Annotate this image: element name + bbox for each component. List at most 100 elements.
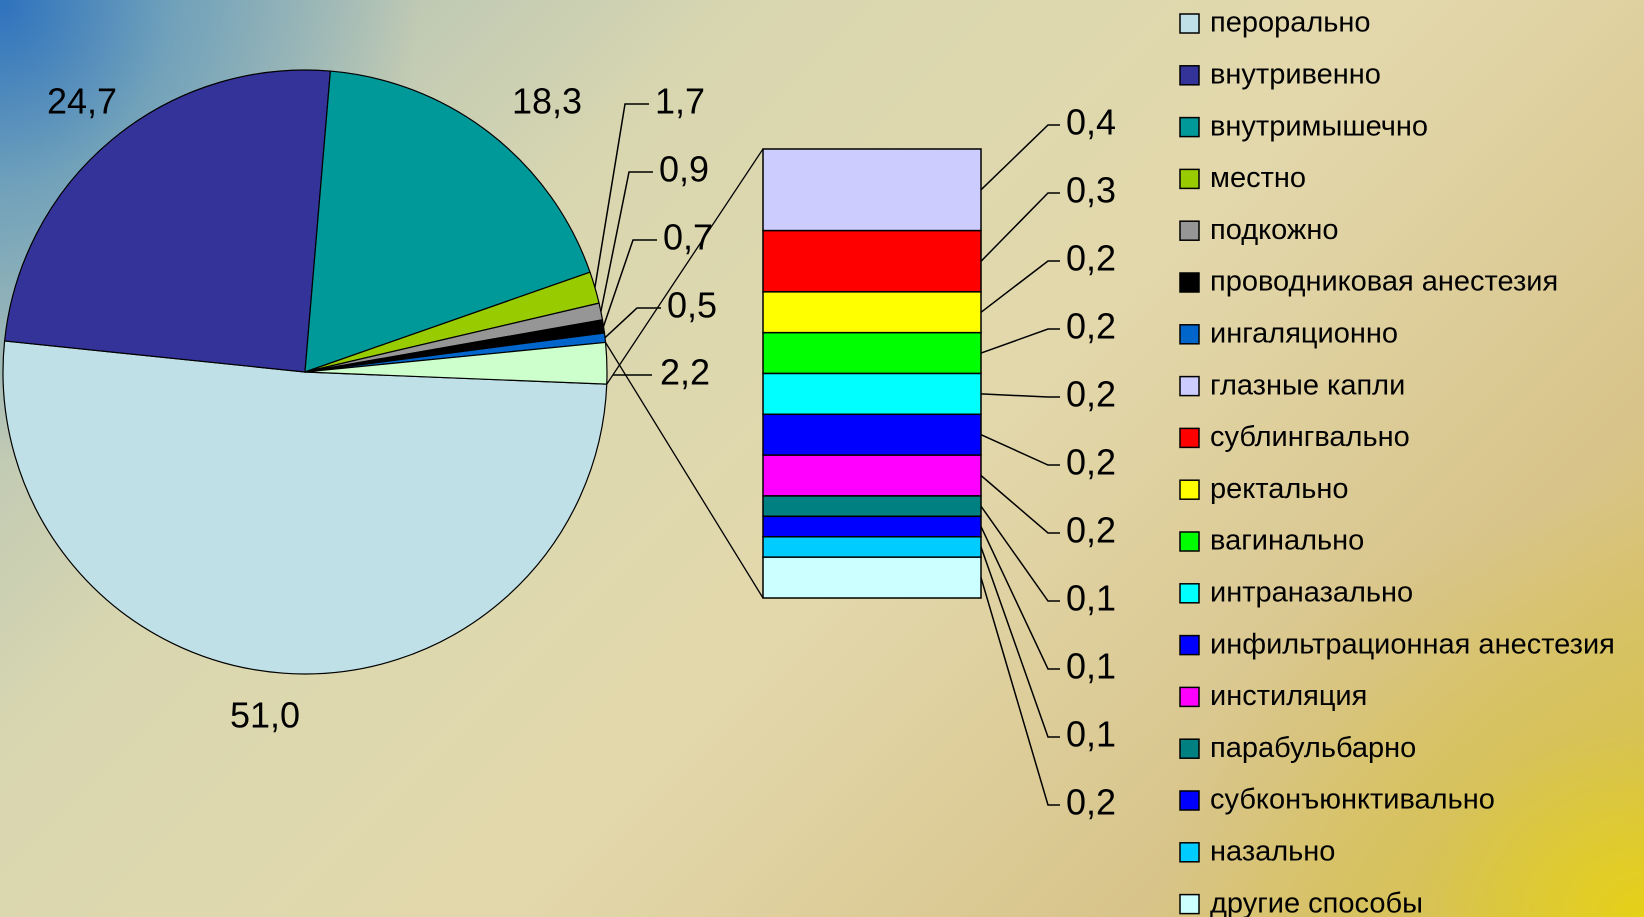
pie-value-label: 24,7: [47, 81, 117, 122]
legend-swatch: [1179, 738, 1200, 759]
data-labels: 51,0 24,7 18,3 1,7 0,9 0,7 0,5 2,2 0,4 0,3 0,2 0,2 0…: [47, 81, 1116, 823]
legend-label: внутримышечно: [1210, 110, 1428, 142]
legend-swatch: [1179, 479, 1200, 500]
legend-swatch: [1179, 583, 1200, 604]
legend-label: интраназально: [1210, 576, 1413, 608]
pie-value-label: 18,3: [512, 81, 582, 122]
legend-item-ректально: ректально: [1179, 473, 1349, 505]
legend-swatch: [1179, 13, 1200, 34]
legend-item-проводниковая-анестезия: проводниковая анестезия: [1179, 266, 1558, 298]
legend-label: глазные капли: [1210, 369, 1405, 401]
bar-segment-инстиляция: [762, 454, 982, 497]
legend-item-ингаляционно: ингаляционно: [1179, 317, 1398, 349]
legend-swatch: [1179, 790, 1200, 811]
leader-line: [980, 546, 1060, 738]
legend-swatch: [1179, 531, 1200, 552]
bar-value-label: 0,2: [1066, 374, 1116, 415]
pie-value-label: 51,0: [230, 695, 300, 736]
leader-line: [980, 393, 1060, 398]
leader-line: [604, 307, 661, 339]
legend-item-внутримышечно: внутримышечно: [1179, 110, 1428, 142]
legend-label: другие способы: [1210, 887, 1423, 917]
pie-value-label: 0,5: [667, 285, 717, 326]
legend-label: сублингвально: [1210, 421, 1410, 453]
legend-label: местно: [1210, 162, 1306, 194]
legend-label: перорально: [1210, 7, 1371, 39]
pie-slice-внутривенно: [3, 69, 332, 373]
leader-line: [980, 434, 1060, 466]
legend-label: подкожно: [1210, 214, 1338, 246]
leader-line: [980, 526, 1060, 670]
bar-value-label: 0,4: [1066, 102, 1116, 143]
bar-segment-другие-способы: [762, 556, 982, 599]
legend-item-интраназально: интраназально: [1179, 576, 1413, 608]
bar-segment-интраназально: [762, 372, 982, 416]
bar-value-label: 0,2: [1066, 306, 1116, 347]
bar-value-label: 0,2: [1066, 510, 1116, 551]
bar-segment-глазные-капли: [762, 148, 982, 232]
leader-line: [594, 103, 649, 288]
legend-swatch: [1179, 634, 1200, 656]
legend-label: инфильтрационная анестезия: [1210, 628, 1615, 660]
legend-item-субконъюнктивально: субконъюнктивально: [1179, 784, 1495, 816]
leader-line: [980, 192, 1060, 262]
legend-label: парабульбарно: [1210, 732, 1416, 764]
legend-label: проводниковая анестезия: [1210, 266, 1558, 298]
legend-swatch: [1179, 686, 1200, 708]
pie-value-label: 0,7: [663, 217, 713, 258]
leader-line: [600, 171, 653, 312]
legend-label: вагинально: [1210, 525, 1364, 557]
leader-line: [980, 328, 1060, 354]
bar-segment-ректально: [762, 291, 982, 334]
pie-slice-перорально: [2, 340, 608, 675]
connector-line: [604, 342, 764, 599]
legend-swatch: [1179, 65, 1200, 86]
bar-segment-назально: [762, 536, 982, 558]
leader-line: [602, 239, 657, 327]
legend: перорально внутривенно внутримышечно местно…: [1179, 7, 1615, 917]
legend-label: ректально: [1210, 473, 1349, 505]
bar-value-label: 0,3: [1066, 170, 1116, 211]
legend-label: инстиляция: [1210, 680, 1367, 712]
bar-segment-вагинально: [762, 331, 982, 375]
leader-line: [980, 505, 1060, 602]
bar-segment-сублингвально: [762, 229, 982, 293]
bar-segment-инфильтрационная-анестезия: [762, 413, 982, 456]
bar-value-label: 0,1: [1066, 714, 1116, 755]
leader-line: [980, 577, 1060, 806]
legend-swatch: [1179, 375, 1200, 397]
pie-value-label: 0,9: [659, 149, 709, 190]
pie-to-bar-connectors: [604, 148, 764, 599]
bar-segment-парабульбарно: [762, 495, 982, 518]
legend-item-вагинально: вагинально: [1179, 525, 1364, 557]
legend-swatch: [1179, 324, 1200, 345]
stacked-bar: [762, 148, 982, 599]
legend-item-инстиляция: инстиляция: [1179, 680, 1367, 712]
legend-label: субконъюнктивально: [1210, 784, 1495, 816]
legend-item-внутривенно: внутривенно: [1179, 58, 1381, 90]
legend-swatch: [1179, 116, 1200, 138]
legend-item-назально: назально: [1179, 835, 1335, 867]
bar-segment-субконъюнктивально: [762, 515, 982, 538]
legend-swatch: [1179, 272, 1200, 293]
legend-item-инфильтрационная-анестезия: инфильтрационная анестезия: [1179, 628, 1615, 660]
legend-item-сублингвально: сублингвально: [1179, 421, 1410, 453]
legend-swatch: [1179, 427, 1200, 449]
legend-swatch: [1179, 168, 1200, 190]
legend-label: внутривенно: [1210, 58, 1381, 90]
connector-line: [606, 148, 764, 385]
legend-item-перорально: перорально: [1179, 7, 1371, 39]
legend-label: назально: [1210, 835, 1335, 867]
legend-swatch: [1179, 220, 1200, 241]
legend-swatch: [1179, 893, 1200, 915]
bar-value-label: 0,1: [1066, 578, 1116, 619]
pie: [2, 69, 608, 675]
bar-value-label: 0,2: [1066, 238, 1116, 279]
bar-value-label: 0,1: [1066, 646, 1116, 687]
leader-line: [980, 474, 1060, 534]
legend-swatch: [1179, 842, 1200, 863]
legend-item-местно: местно: [1179, 162, 1306, 194]
bar-value-label: 0,2: [1066, 442, 1116, 483]
legend-item-парабульбарно: парабульбарно: [1179, 732, 1416, 764]
